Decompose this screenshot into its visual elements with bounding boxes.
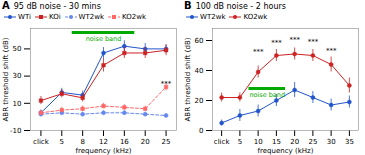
svg-text:5: 5 bbox=[60, 138, 64, 146]
svg-text:15: 15 bbox=[272, 138, 281, 146]
svg-text:frequency (kHz): frequency (kHz) bbox=[76, 147, 132, 155]
svg-text:***: *** bbox=[326, 47, 337, 55]
svg-text:30: 30 bbox=[13, 72, 22, 80]
svg-text:60: 60 bbox=[195, 37, 204, 45]
html-text:KO2wk: KO2wk bbox=[122, 13, 146, 21]
svg-text:20: 20 bbox=[290, 138, 299, 146]
svg-text:8: 8 bbox=[80, 138, 84, 146]
svg-text:10: 10 bbox=[13, 100, 22, 108]
svg-text:40: 40 bbox=[195, 67, 204, 75]
html-text:A 95 dB noise - 30 mins: A 95 dB noise - 30 mins bbox=[2, 0, 101, 11]
html-text:WTi: WTi bbox=[18, 13, 31, 21]
html-text:KOi: KOi bbox=[48, 13, 61, 21]
svg-text:20: 20 bbox=[141, 138, 150, 146]
svg-text:25: 25 bbox=[308, 138, 317, 146]
svg-text:ABR threshold shift (dB): ABR threshold shift (dB) bbox=[184, 37, 192, 121]
svg-text:0: 0 bbox=[199, 127, 203, 135]
svg-text:16: 16 bbox=[120, 138, 129, 146]
svg-text:5: 5 bbox=[238, 138, 242, 146]
svg-text:***: *** bbox=[308, 38, 319, 46]
html-text:WT2wk: WT2wk bbox=[78, 13, 104, 21]
svg-text:click: click bbox=[214, 138, 231, 146]
svg-text:-10: -10 bbox=[10, 127, 21, 135]
svg-text:10: 10 bbox=[254, 138, 263, 146]
svg-text:frequency (kHz): frequency (kHz) bbox=[258, 147, 314, 155]
html-text:KO2wk: KO2wk bbox=[243, 13, 268, 21]
svg-text:12: 12 bbox=[99, 138, 108, 146]
svg-text:noise band: noise band bbox=[249, 91, 285, 99]
html-text:B 100 dB noise - 2 hours: B 100 dB noise - 2 hours bbox=[184, 0, 286, 11]
svg-text:30: 30 bbox=[327, 138, 336, 146]
svg-text:ABR threshold shift (dB): ABR threshold shift (dB) bbox=[2, 37, 10, 121]
svg-text:50: 50 bbox=[13, 45, 22, 53]
svg-text:25: 25 bbox=[162, 138, 171, 146]
svg-text:20: 20 bbox=[195, 97, 204, 105]
svg-text:35: 35 bbox=[345, 138, 354, 146]
svg-text:***: *** bbox=[253, 48, 264, 56]
svg-text:***: *** bbox=[271, 39, 282, 47]
html-text:WT2wk: WT2wk bbox=[200, 13, 226, 21]
svg-text:click: click bbox=[33, 138, 50, 146]
svg-text:***: *** bbox=[161, 80, 172, 88]
svg-text:noise band: noise band bbox=[86, 35, 122, 43]
svg-text:***: *** bbox=[289, 36, 300, 44]
